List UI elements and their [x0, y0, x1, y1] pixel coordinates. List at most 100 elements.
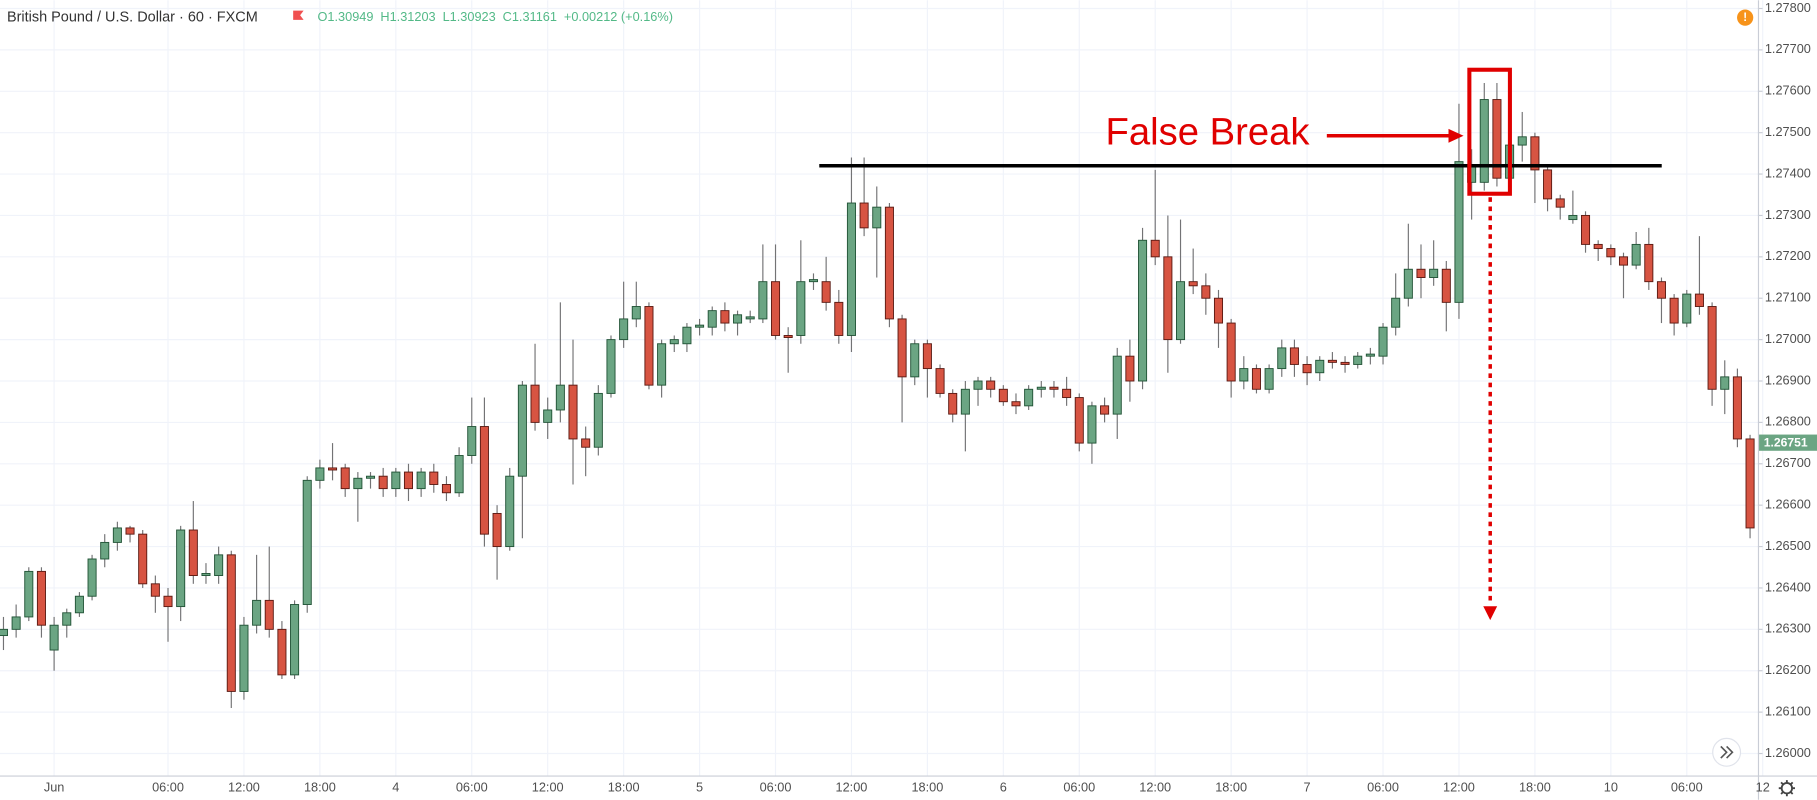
y-tick-label: 1.27600	[1765, 83, 1811, 98]
candle-body	[1150, 239, 1160, 258]
candle-body	[1365, 353, 1375, 357]
candle-body	[1745, 438, 1755, 529]
candle-body	[492, 512, 502, 548]
candle-body	[479, 426, 489, 535]
annotation-arrowhead	[1448, 128, 1464, 143]
candle-body	[1441, 268, 1451, 303]
candle-body	[1226, 322, 1236, 382]
candle-body	[429, 471, 439, 485]
axes: 1.26000 1.26100 1.26200 1.26300 1.26400 1.265…	[44, 0, 1817, 795]
legend-item: H1.31203	[380, 9, 435, 24]
candle-body	[517, 384, 527, 477]
candle-body	[1606, 248, 1616, 258]
candle-body	[340, 467, 350, 490]
settings-gear[interactable]	[1780, 782, 1794, 795]
highlight-box	[1467, 67, 1512, 196]
candle-body	[378, 475, 388, 490]
y-tick-label: 1.26600	[1765, 497, 1811, 512]
settings-icon[interactable]	[1778, 780, 1795, 797]
candle-body	[530, 384, 540, 423]
candle-body	[1656, 281, 1666, 299]
x-tick-label: 06:00	[1367, 780, 1399, 795]
candle-body	[543, 409, 553, 423]
x-tick-label: 18:00	[1215, 780, 1247, 795]
candles	[0, 82, 1755, 708]
candle-body	[808, 279, 819, 283]
candle-body	[1062, 388, 1072, 399]
candle-body	[1163, 256, 1173, 341]
candle-body	[1618, 256, 1629, 266]
annotation: False Break	[1105, 111, 1310, 154]
candle-body	[859, 202, 869, 229]
alert-icon[interactable]	[1737, 9, 1754, 26]
y-tick-label: 1.26200	[1765, 662, 1811, 677]
candle-body	[62, 612, 72, 626]
candle-body	[770, 281, 781, 336]
candle-body	[214, 554, 224, 577]
y-tick-label: 1.26000	[1765, 745, 1811, 760]
candle-body	[884, 206, 894, 320]
legend-item: L1.30923	[443, 9, 496, 24]
candle-body	[1213, 297, 1224, 324]
x-tick-label: 12:00	[836, 780, 868, 795]
overlay: False Break	[819, 67, 1662, 621]
candle-body	[1403, 268, 1413, 299]
candle-body	[796, 281, 806, 336]
candle-body	[1694, 293, 1704, 307]
candle-body	[1530, 136, 1540, 171]
candle-body	[1277, 347, 1287, 370]
candle-body	[910, 343, 920, 378]
candle-body	[1125, 355, 1135, 382]
candle-body	[1100, 405, 1110, 415]
x-tick-label: 06:00	[456, 780, 488, 795]
candle-body	[733, 314, 743, 324]
candle-body	[1138, 239, 1148, 382]
candle-body	[998, 388, 1008, 403]
candle-body	[1201, 285, 1211, 299]
candle-body	[1669, 297, 1679, 324]
candle-body	[49, 624, 59, 651]
candle-body	[1492, 99, 1502, 179]
candle-body	[948, 392, 958, 415]
candle-body	[555, 384, 565, 411]
candle-body	[315, 467, 325, 481]
candle-body	[1264, 368, 1274, 390]
candle-body	[505, 475, 515, 548]
candle-body	[403, 471, 414, 490]
candle-body	[606, 339, 616, 394]
x-tick-label: 12:00	[532, 780, 564, 795]
candle-body	[1327, 359, 1337, 363]
candle-body	[897, 318, 907, 378]
x-tick-label: 06:00	[760, 780, 792, 795]
candle-body	[1581, 214, 1591, 245]
candle-body	[1188, 281, 1198, 287]
x-tick-label: 5	[696, 780, 703, 795]
x-tick-label: 4	[392, 780, 399, 795]
candle-body	[302, 479, 312, 605]
flag-icon[interactable]	[293, 10, 304, 20]
candle-body	[36, 570, 46, 626]
candle-body	[1049, 386, 1059, 390]
candle-body	[1340, 361, 1350, 365]
candle-body	[720, 310, 730, 324]
y-tick-label: 1.26400	[1765, 579, 1811, 594]
x-tick-label: 12:00	[228, 780, 260, 795]
candle-body	[441, 484, 451, 494]
y-tick-label: 1.27200	[1765, 248, 1811, 263]
candle-body	[24, 570, 34, 618]
y-tick-label: 1.27500	[1765, 124, 1811, 139]
x-tick-label: 18:00	[911, 780, 943, 795]
candle-body	[290, 604, 300, 676]
candle-body	[1391, 297, 1401, 328]
candle-body	[176, 529, 186, 608]
candle-body	[100, 541, 110, 560]
x-tick-label: 18:00	[608, 780, 640, 795]
candle-body	[201, 573, 211, 577]
candle-body	[1517, 136, 1527, 146]
candle-body	[644, 306, 654, 386]
legend-item: +0.00212 (+0.16%)	[564, 9, 673, 24]
y-tick-label: 1.26300	[1765, 621, 1811, 636]
candle-body	[568, 384, 578, 440]
